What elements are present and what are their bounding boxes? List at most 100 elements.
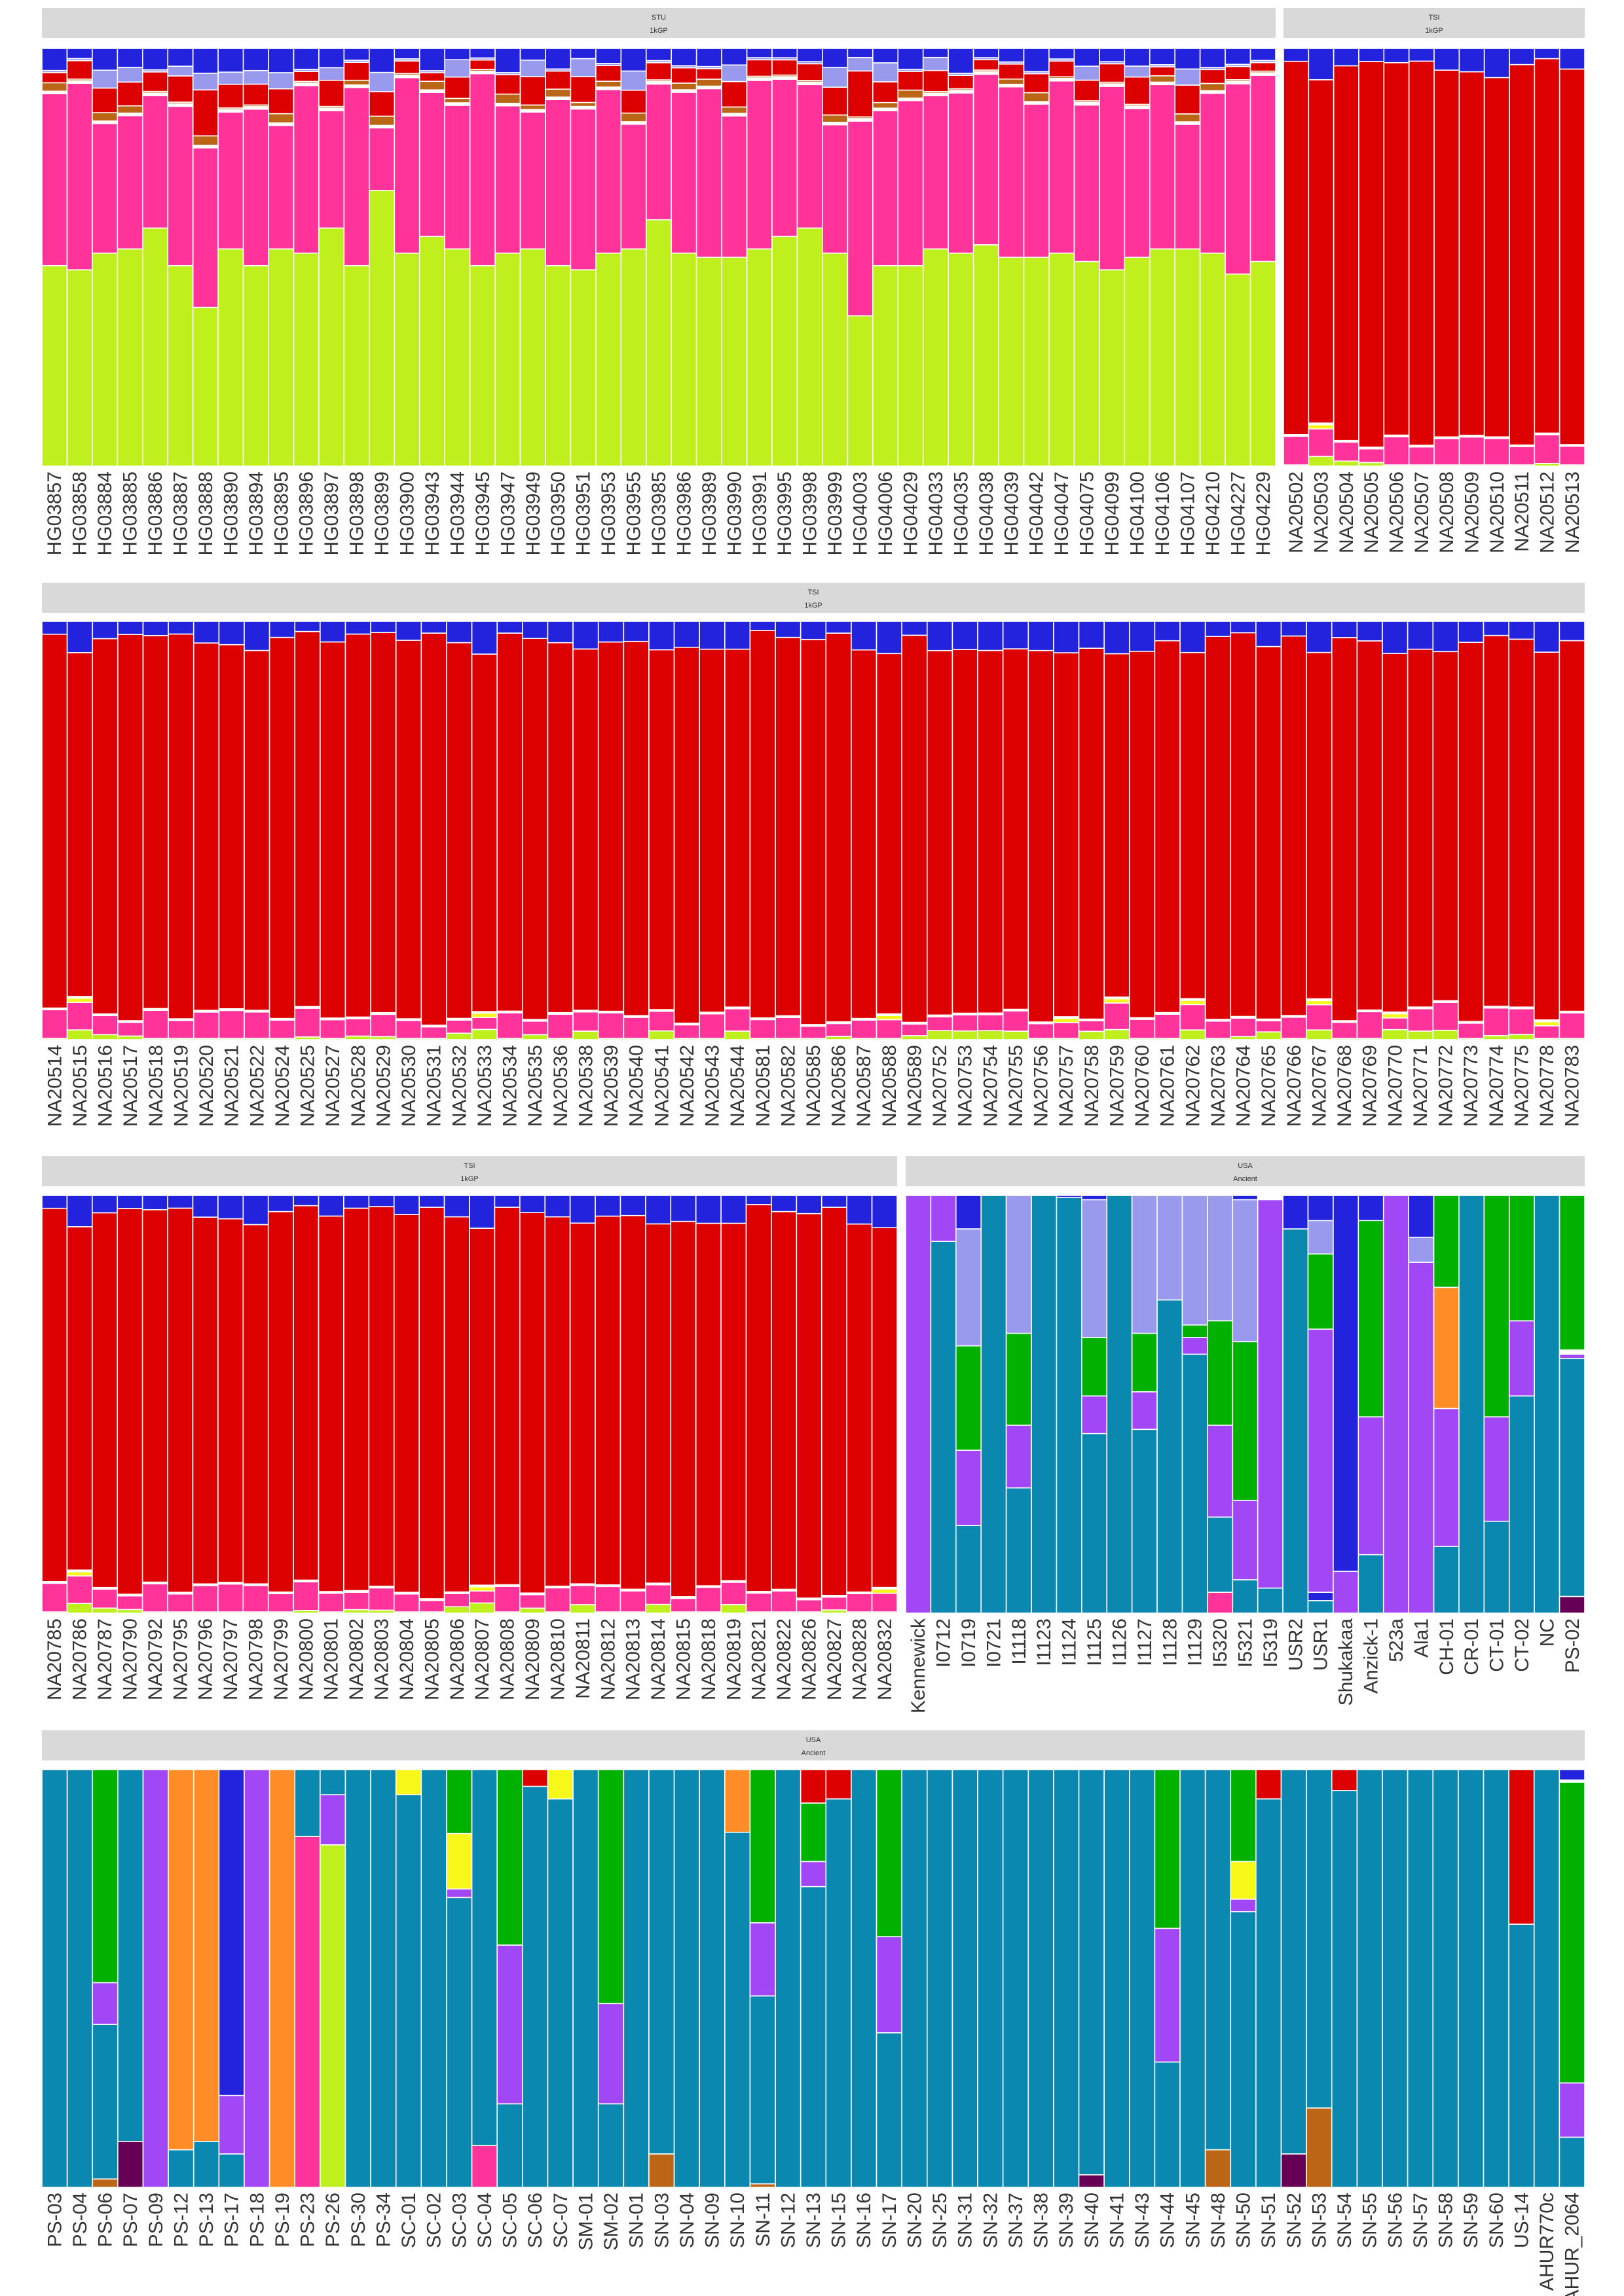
sample-bar: [1280, 621, 1307, 1040]
bar-segment-green: [1508, 1195, 1535, 1322]
bar-segment-teal: [218, 2153, 245, 2188]
bar-segment-red: [1509, 64, 1536, 446]
bar-segment-pink: [142, 1010, 169, 1039]
bar-segment-pink: [972, 73, 999, 246]
sample-label: I5320: [1209, 1618, 1231, 1667]
sample-label: NA20525: [297, 1045, 319, 1127]
bar-segment-lime: [572, 1030, 599, 1040]
bar-segment-purple: [1232, 1499, 1259, 1580]
sample-bar: [645, 48, 673, 467]
sample-label: NA20531: [424, 1045, 445, 1127]
bar-segment-yellow: [471, 1012, 498, 1018]
sample-label: HG03897: [321, 471, 342, 555]
sample-bar: [1204, 1769, 1232, 2188]
sample-label: NA20533: [474, 1045, 496, 1127]
bar-segment-blue: [1433, 48, 1460, 71]
sample-label: NA20514: [44, 1045, 65, 1127]
bar-segment-blue: [1306, 621, 1333, 653]
sample-bar: [749, 1769, 776, 2188]
bar-segment-teal: [1204, 1769, 1232, 2151]
sample-bar: [871, 1195, 898, 1614]
bar-segment-red: [1128, 650, 1156, 1019]
bar-segment-red: [800, 638, 827, 1025]
bar-segment-brown: [1174, 113, 1201, 122]
sample-bar: [393, 1195, 420, 1614]
bar-segment-pink: [1204, 1020, 1232, 1039]
sample-label: SN-38: [1031, 2193, 1052, 2248]
bar-segment-red: [1230, 632, 1257, 1017]
sample-label: PS-03: [44, 2193, 65, 2247]
sample-label: NA20527: [322, 1045, 344, 1127]
sample-label: NA20795: [170, 1618, 191, 1700]
sample-label: NA20822: [773, 1618, 795, 1700]
sample-label: SC-05: [500, 2193, 521, 2248]
bar-segment-lavender: [192, 73, 219, 91]
sample-bar: [168, 1769, 194, 2188]
sample-bar: [724, 1769, 751, 2188]
sample-bar: [876, 621, 902, 1040]
bar-segment-brown: [620, 112, 647, 122]
bar-segment-red: [745, 1204, 772, 1592]
sample-label: NA20757: [1056, 1045, 1077, 1127]
bar-segment-lime: [471, 1029, 498, 1040]
bar-segment-brown: [1149, 75, 1176, 83]
bar-segment-blue: [1308, 48, 1335, 81]
sample-bar: [1002, 1769, 1029, 2188]
bar-segment-red: [619, 1214, 646, 1590]
bar-segment-teal: [1307, 1600, 1334, 1614]
sample-bar: [1280, 1769, 1307, 2188]
sample-bar: [1458, 621, 1485, 1040]
bar-segment-red: [1280, 635, 1307, 1016]
bar-segment-pink: [294, 1836, 321, 2188]
sample-label: HG03887: [170, 471, 192, 555]
bar-segment-pink: [522, 1020, 549, 1036]
bar-segment-lime: [1023, 257, 1050, 467]
sample-bar: [242, 48, 269, 467]
bar-segment-pink: [142, 95, 169, 229]
bar-segment-blue: [494, 1195, 521, 1208]
bar-segment-teal: [395, 1794, 422, 2188]
bar-segment-blue: [825, 621, 852, 634]
bar-segment-lavender: [217, 71, 244, 85]
bar-segment-red: [496, 632, 523, 1012]
sample-label: SN-52: [1283, 2193, 1305, 2248]
sample-label: SN-60: [1486, 2193, 1507, 2248]
bar-segment-red: [217, 83, 244, 109]
sample-bar: [673, 621, 700, 1040]
sample-bar: [980, 1195, 1007, 1614]
bar-segment-teal: [597, 2103, 625, 2188]
sample-bar: [1356, 1769, 1383, 2188]
facet-group-label: USA: [806, 1736, 821, 1744]
facet-source-label: 1kGP: [460, 1175, 479, 1183]
bar-segment-lavender: [242, 69, 269, 85]
sample-bar: [1156, 1195, 1183, 1614]
bar-segment-pink: [393, 1593, 420, 1613]
sample-bar: [825, 621, 852, 1040]
sample-label: NA20516: [95, 1045, 117, 1127]
bar-segment-lime: [469, 1602, 496, 1614]
bar-segment-red: [370, 632, 397, 1013]
bar-segment-red: [294, 630, 321, 1008]
bar-segment-darkpurple: [1559, 1595, 1585, 1614]
bar-segment-purple: [92, 1982, 119, 2025]
bar-segment-pink: [671, 92, 697, 254]
bar-segment-blue: [746, 48, 773, 58]
sample-bar: [66, 621, 94, 1040]
sample-label: NA20761: [1157, 1045, 1179, 1127]
sample-label: NA20585: [803, 1045, 824, 1127]
sample-bar: [670, 1195, 697, 1614]
sample-label: HG03890: [220, 471, 242, 555]
bar-segment-lime: [343, 1609, 370, 1614]
bar-segment-red: [117, 81, 143, 107]
sample-bar: [1559, 1195, 1585, 1614]
bar-segment-brown: [648, 2153, 675, 2188]
bar-segment-red: [1407, 648, 1434, 1008]
bar-segment-lime: [418, 236, 445, 467]
sample-label: NA20515: [69, 1045, 91, 1127]
bar-segment-blue: [368, 1195, 395, 1207]
bar-segment-blue: [293, 1195, 320, 1207]
bar-segment-blue: [821, 1195, 847, 1208]
sample-bar: [1433, 48, 1460, 467]
bar-segment-red: [1483, 77, 1510, 438]
bar-segment-green: [1230, 1769, 1257, 1863]
